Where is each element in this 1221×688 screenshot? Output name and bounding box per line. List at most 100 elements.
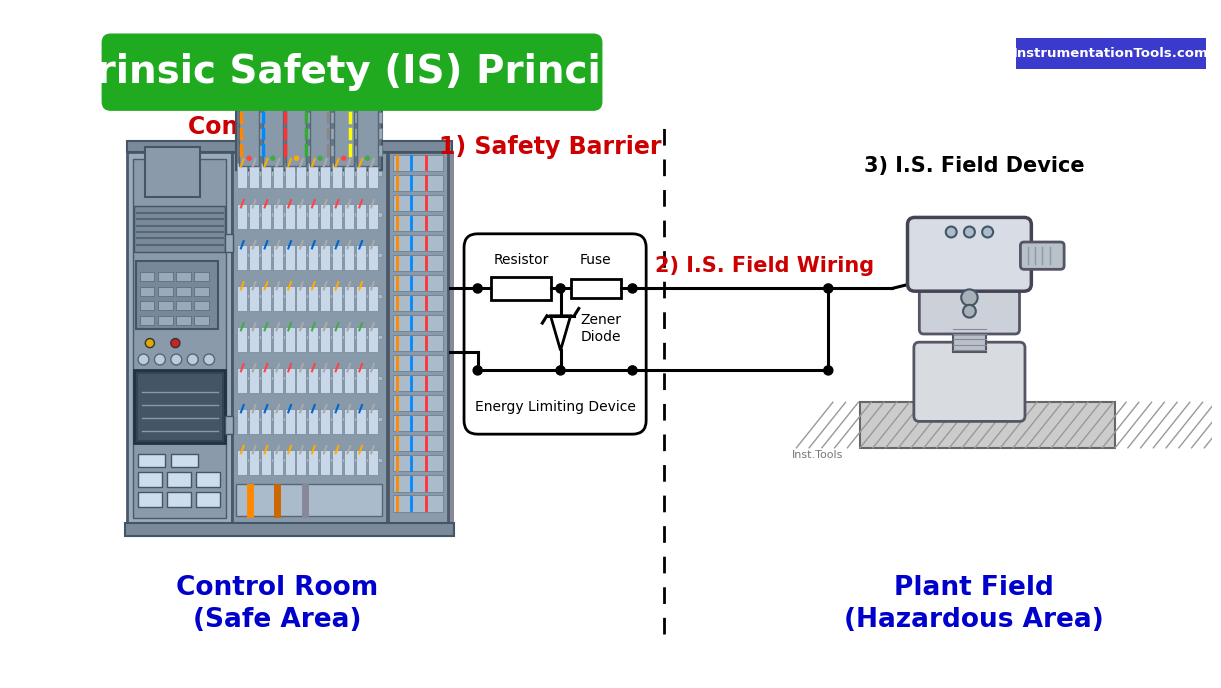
Circle shape bbox=[473, 366, 482, 375]
Circle shape bbox=[187, 354, 198, 365]
Bar bbox=[570, 279, 620, 297]
Bar bbox=[249, 327, 259, 352]
FancyBboxPatch shape bbox=[913, 342, 1024, 422]
Bar bbox=[332, 245, 342, 270]
Bar bbox=[238, 111, 382, 122]
Bar bbox=[261, 245, 271, 270]
Text: Intrinsic Safety (IS) Principle: Intrinsic Safety (IS) Principle bbox=[35, 53, 668, 91]
Bar bbox=[261, 327, 271, 352]
Bar bbox=[237, 417, 382, 422]
Bar bbox=[272, 245, 283, 270]
Bar bbox=[393, 315, 443, 331]
Bar bbox=[158, 272, 172, 281]
Bar bbox=[355, 450, 365, 475]
Bar bbox=[297, 286, 306, 311]
Bar bbox=[344, 367, 354, 393]
Bar bbox=[332, 367, 342, 393]
Circle shape bbox=[824, 284, 833, 293]
Bar bbox=[261, 409, 271, 434]
FancyBboxPatch shape bbox=[1021, 242, 1065, 269]
Bar bbox=[320, 409, 330, 434]
Bar bbox=[297, 450, 306, 475]
Bar bbox=[140, 287, 154, 296]
Bar bbox=[309, 204, 319, 229]
Bar bbox=[297, 163, 306, 189]
Bar bbox=[355, 367, 365, 393]
Bar bbox=[138, 454, 165, 467]
Circle shape bbox=[341, 155, 347, 161]
Circle shape bbox=[946, 226, 957, 237]
Bar bbox=[393, 375, 443, 391]
Bar bbox=[249, 367, 259, 393]
Bar bbox=[320, 286, 330, 311]
FancyBboxPatch shape bbox=[464, 234, 646, 434]
Polygon shape bbox=[551, 316, 570, 350]
Bar bbox=[232, 152, 387, 525]
Bar bbox=[393, 355, 443, 372]
Bar bbox=[238, 144, 382, 155]
Bar bbox=[297, 204, 306, 229]
Bar bbox=[272, 163, 283, 189]
Circle shape bbox=[317, 155, 322, 161]
Circle shape bbox=[963, 305, 976, 318]
Bar bbox=[237, 450, 248, 475]
Text: 3) I.S. Field Device: 3) I.S. Field Device bbox=[863, 155, 1084, 175]
Bar bbox=[368, 245, 377, 270]
Bar bbox=[261, 163, 271, 189]
Bar bbox=[368, 286, 377, 311]
Text: InstrumentationTools.com: InstrumentationTools.com bbox=[1012, 47, 1209, 60]
Bar bbox=[249, 409, 259, 434]
Bar bbox=[134, 206, 226, 252]
Bar bbox=[284, 245, 294, 270]
Text: Plant Field
(Hazardous Area): Plant Field (Hazardous Area) bbox=[844, 575, 1104, 634]
Circle shape bbox=[247, 155, 252, 161]
Circle shape bbox=[961, 290, 978, 305]
Bar bbox=[237, 245, 248, 270]
FancyBboxPatch shape bbox=[1016, 38, 1206, 69]
Bar bbox=[310, 102, 330, 166]
Bar bbox=[138, 473, 161, 487]
Bar bbox=[194, 316, 209, 325]
Text: Zener
Diode: Zener Diode bbox=[581, 314, 621, 343]
Bar bbox=[332, 327, 342, 352]
Bar bbox=[393, 475, 443, 491]
Bar bbox=[237, 458, 382, 462]
Bar bbox=[239, 102, 259, 166]
Bar bbox=[284, 163, 294, 189]
Bar bbox=[176, 287, 190, 296]
Bar bbox=[393, 275, 443, 291]
Bar bbox=[320, 245, 330, 270]
Bar bbox=[197, 473, 220, 487]
Bar bbox=[332, 286, 342, 311]
Bar bbox=[344, 450, 354, 475]
Bar bbox=[261, 204, 271, 229]
Bar bbox=[131, 152, 454, 529]
Bar bbox=[127, 152, 232, 525]
Bar bbox=[344, 409, 354, 434]
Bar bbox=[309, 450, 319, 475]
Bar bbox=[197, 493, 220, 507]
Bar bbox=[368, 409, 377, 434]
Bar bbox=[355, 409, 365, 434]
Bar bbox=[368, 367, 377, 393]
Bar bbox=[272, 450, 283, 475]
Bar bbox=[344, 286, 354, 311]
Circle shape bbox=[556, 366, 565, 375]
Bar bbox=[287, 102, 306, 166]
Bar bbox=[954, 325, 985, 352]
Bar bbox=[194, 272, 209, 281]
Bar bbox=[297, 367, 306, 393]
Bar bbox=[355, 204, 365, 229]
Bar bbox=[194, 301, 209, 310]
Circle shape bbox=[963, 226, 974, 237]
Bar bbox=[249, 163, 259, 189]
Bar bbox=[158, 287, 172, 296]
Text: Energy Limiting Device: Energy Limiting Device bbox=[475, 400, 635, 414]
Bar bbox=[860, 402, 1115, 448]
Bar bbox=[134, 370, 226, 443]
Circle shape bbox=[171, 338, 179, 347]
Bar bbox=[140, 316, 154, 325]
Bar bbox=[320, 327, 330, 352]
Bar bbox=[320, 450, 330, 475]
Bar bbox=[237, 327, 248, 352]
